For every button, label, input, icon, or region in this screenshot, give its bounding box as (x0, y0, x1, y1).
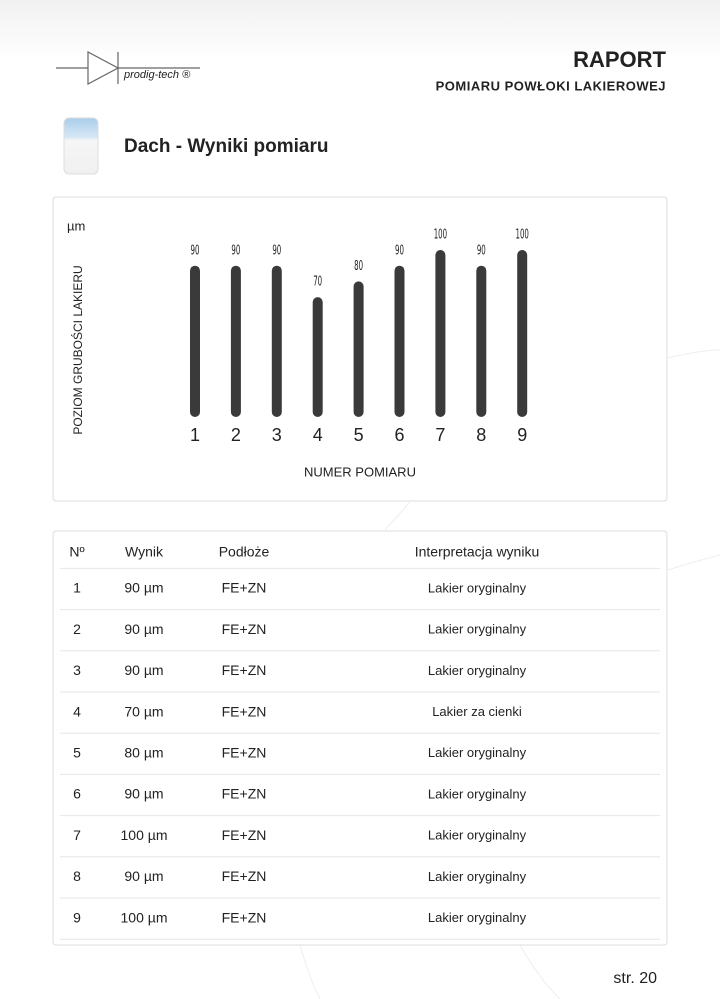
data-label: 90 (272, 242, 281, 258)
table-cell: FE+ZN (222, 580, 267, 596)
table-cell: Lakier oryginalny (428, 580, 527, 595)
roof-icon (63, 117, 99, 175)
table-header: Podłoże (219, 544, 270, 560)
table-cell: 8 (73, 868, 81, 884)
table-card (52, 530, 668, 946)
table-header: Nº (69, 544, 84, 560)
logo (56, 51, 200, 85)
x-tick-label: 9 (517, 425, 527, 445)
table-cell: 90 µm (124, 786, 163, 802)
data-label: 70 (313, 274, 322, 290)
table-cell: 6 (73, 786, 81, 802)
bar (353, 281, 364, 417)
bar (476, 265, 487, 417)
table-cell: Lakier oryginalny (428, 910, 527, 925)
table-cell: FE+ZN (222, 868, 267, 884)
data-label: 90 (477, 242, 486, 258)
table-cell: Lakier oryginalny (428, 828, 527, 843)
table-cell: 7 (73, 827, 81, 843)
table-cell: FE+ZN (222, 786, 267, 802)
x-tick-label: 7 (435, 425, 445, 445)
table-cell: 9 (73, 909, 81, 925)
table-cell: 90 µm (124, 868, 163, 884)
data-label: 100 (516, 227, 529, 243)
data-label: 90 (395, 242, 404, 258)
y-axis-label: POZIOM GRUBOŚCI LAKIERU (70, 265, 85, 434)
x-tick-label: 1 (190, 425, 200, 445)
table-header: Wynik (125, 544, 164, 560)
bar (435, 250, 446, 417)
report-subtitle: POMIARU POWŁOKI LAKIEROWEJ (436, 78, 666, 93)
table-cell: Lakier oryginalny (428, 869, 527, 884)
unit-label: µm (67, 218, 85, 233)
table-cell: 80 µm (124, 745, 163, 761)
table-cell: 5 (73, 745, 81, 761)
x-tick-label: 2 (231, 425, 241, 445)
table-cell: Lakier oryginalny (428, 663, 527, 678)
x-tick-label: 3 (272, 425, 282, 445)
bar (190, 265, 200, 417)
x-tick-label: 5 (354, 425, 364, 445)
table-cell: Lakier oryginalny (428, 745, 527, 760)
table-cell: 2 (73, 621, 81, 637)
table-cell: 4 (73, 703, 81, 719)
x-tick-label: 6 (394, 425, 404, 445)
x-tick-label: 4 (313, 425, 323, 445)
data-label: 90 (191, 242, 200, 258)
table-cell: 70 µm (124, 703, 163, 719)
logo-text: prodig-tech ® (123, 69, 191, 81)
table-cell: FE+ZN (222, 662, 267, 678)
page-number: str. 20 (613, 970, 657, 987)
table-cell: 90 µm (124, 580, 163, 596)
table-cell: FE+ZN (222, 909, 267, 925)
decor (299, 349, 720, 999)
x-axis-label: NUMER POMIARU (304, 464, 416, 479)
bar (271, 265, 282, 417)
table-cell: 90 µm (124, 662, 163, 678)
bar (312, 297, 323, 417)
data-label: 80 (354, 258, 363, 274)
table-cell: Lakier oryginalny (428, 622, 527, 637)
table-cell: Lakier oryginalny (428, 786, 527, 801)
data-label: 90 (231, 242, 240, 258)
table-cell: FE+ZN (222, 745, 267, 761)
data-label: 100 (434, 227, 447, 243)
table-cell: FE+ZN (222, 621, 267, 637)
table-cell: FE+ZN (222, 827, 267, 843)
table-cell: FE+ZN (222, 703, 267, 719)
table-cell: 100 µm (121, 827, 168, 843)
table-cell: 3 (73, 662, 81, 678)
bar (517, 250, 528, 417)
table-header: Interpretacja wyniku (415, 544, 540, 560)
bar (230, 265, 241, 417)
bar (394, 265, 405, 417)
x-tick-label: 8 (476, 425, 486, 445)
table-cell: Lakier za cienki (432, 704, 522, 719)
section-title: Dach - Wyniki pomiaru (124, 136, 328, 157)
report-title: RAPORT (573, 47, 666, 72)
table-cell: 90 µm (124, 621, 163, 637)
table-cell: 100 µm (121, 909, 168, 925)
table-cell: 1 (73, 580, 81, 596)
